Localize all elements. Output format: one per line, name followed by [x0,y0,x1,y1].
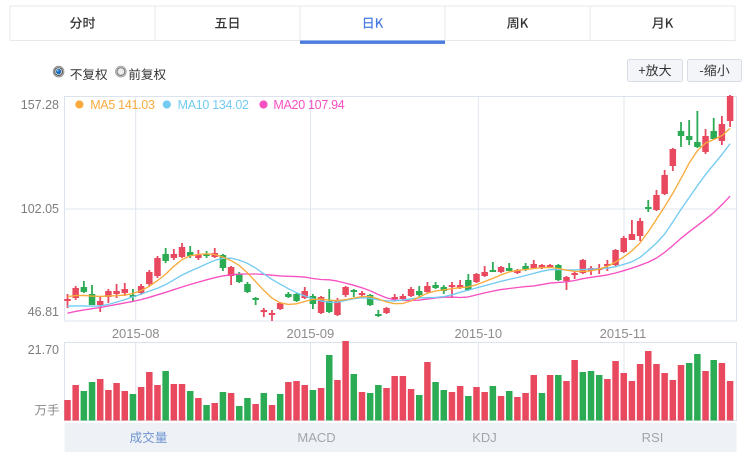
svg-text:MA5 141.03: MA5 141.03 [90,98,155,112]
svg-text:RSI: RSI [642,430,664,445]
svg-text:MA20 107.94: MA20 107.94 [273,98,344,112]
svg-text:MACD: MACD [297,430,335,445]
svg-text:2015-08: 2015-08 [112,326,160,341]
svg-text:2015-09: 2015-09 [287,326,335,341]
svg-text:21.70: 21.70 [28,343,59,357]
svg-text:2015-11: 2015-11 [600,326,647,341]
svg-text:157.28: 157.28 [21,98,59,112]
svg-text:102.05: 102.05 [21,202,59,216]
svg-text:KDJ: KDJ [472,430,497,445]
svg-text:46.81: 46.81 [28,305,59,319]
svg-text:2015-10: 2015-10 [454,326,502,341]
svg-text:MA10 134.02: MA10 134.02 [178,98,249,112]
